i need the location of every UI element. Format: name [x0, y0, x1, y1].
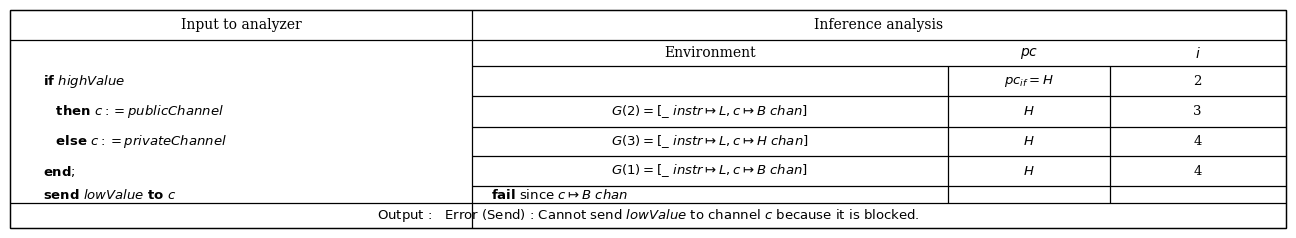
Text: $H$: $H$ — [1023, 105, 1034, 118]
FancyBboxPatch shape — [10, 10, 1286, 228]
Text: $\mathbf{send}\ \mathit{lowValue}\ \mathbf{to}\ c$: $\mathbf{send}\ \mathit{lowValue}\ \math… — [43, 188, 176, 202]
Text: $\quad\mathbf{else}\ c := \mathit{privateChannel}$: $\quad\mathbf{else}\ c := \mathit{privat… — [43, 133, 227, 150]
Text: 3: 3 — [1194, 105, 1201, 118]
Text: $H$: $H$ — [1023, 164, 1034, 178]
Text: $\mathit{pc}$: $\mathit{pc}$ — [1020, 46, 1038, 61]
Text: $\mathit{i}$: $\mathit{i}$ — [1195, 46, 1200, 61]
Text: Inference analysis: Inference analysis — [814, 18, 943, 32]
Text: 4: 4 — [1194, 135, 1201, 148]
Text: $G(3) = [\_\ \mathit{instr} \mapsto L, c \mapsto H\ \mathit{chan}]$: $G(3) = [\_\ \mathit{instr} \mapsto L, c… — [610, 133, 809, 150]
Text: $\quad\mathbf{then}\ c := \mathit{publicChannel}$: $\quad\mathbf{then}\ c := \mathit{public… — [43, 103, 223, 120]
Text: $G(1) = [\_\ \mathit{instr} \mapsto L, c \mapsto B\ \mathit{chan}]$: $G(1) = [\_\ \mathit{instr} \mapsto L, c… — [612, 163, 809, 179]
Text: 4: 4 — [1194, 164, 1201, 178]
Text: Output :   Error (Send) : Cannot send $\mathit{lowValue}$ to channel $c$ because: Output : Error (Send) : Cannot send $\ma… — [377, 207, 919, 224]
Text: $H$: $H$ — [1023, 135, 1034, 148]
Text: $\mathbf{end};$: $\mathbf{end};$ — [43, 164, 75, 178]
Text: $G(2) = [\_\ \mathit{instr} \mapsto L, c \mapsto B\ \mathit{chan}]$: $G(2) = [\_\ \mathit{instr} \mapsto L, c… — [612, 103, 809, 120]
Text: Environment: Environment — [664, 46, 756, 60]
Text: $\mathbf{fail}\ \mathrm{since}\ c \mapsto B\ \mathit{chan}$: $\mathbf{fail}\ \mathrm{since}\ c \mapst… — [491, 188, 629, 202]
Text: Input to analyzer: Input to analyzer — [181, 18, 302, 32]
Text: $\mathbf{if}\ \mathit{highValue}$: $\mathbf{if}\ \mathit{highValue}$ — [43, 73, 126, 90]
Text: 2: 2 — [1194, 75, 1201, 88]
Text: $pc_{if} = H$: $pc_{if} = H$ — [1004, 73, 1054, 89]
